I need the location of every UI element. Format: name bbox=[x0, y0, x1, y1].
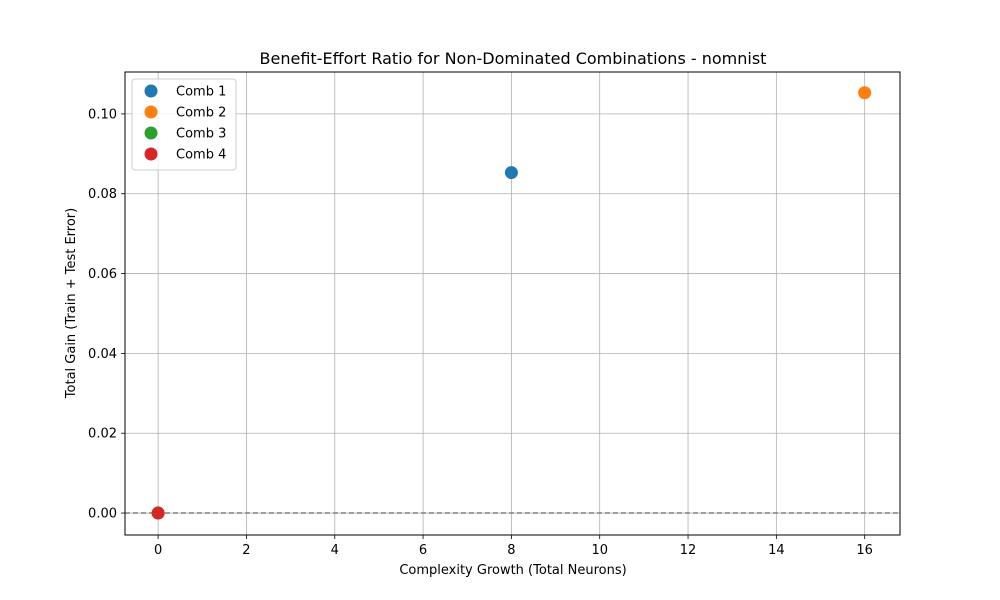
y-tick-label: 0.02 bbox=[88, 427, 117, 442]
x-tick-label: 4 bbox=[331, 543, 339, 558]
legend: Comb 1 Comb 2 Comb 3 Comb 4 bbox=[131, 78, 237, 171]
x-tick-label: 12 bbox=[680, 543, 697, 558]
chart-title: Benefit-Effort Ratio for Non-Dominated C… bbox=[260, 49, 767, 68]
x-tick-label: 16 bbox=[856, 543, 873, 558]
data-points bbox=[151, 86, 872, 520]
axis-ticks: 0 2 4 6 8 10 12 14 16 0.00 0.02 0.04 0.06 0.08 0.10 bbox=[88, 107, 873, 558]
grid-lines bbox=[125, 72, 900, 535]
data-point-comb-2 bbox=[858, 86, 872, 100]
legend-marker bbox=[144, 147, 158, 161]
y-tick-label: 0.10 bbox=[88, 107, 117, 122]
y-tick-label: 0.04 bbox=[88, 347, 117, 362]
x-tick-label: 10 bbox=[591, 543, 608, 558]
x-tick-label: 0 bbox=[154, 543, 162, 558]
legend-marker bbox=[144, 126, 158, 140]
legend-label: Comb 4 bbox=[176, 148, 226, 163]
legend-marker bbox=[144, 105, 158, 119]
plot-frame bbox=[124, 71, 901, 536]
legend-box bbox=[131, 78, 237, 171]
data-point-comb-4 bbox=[151, 506, 165, 520]
x-tick-label: 14 bbox=[768, 543, 785, 558]
data-point-comb-1 bbox=[504, 166, 518, 180]
y-axis-label: Total Gain (Train + Test Error) bbox=[64, 208, 79, 399]
legend-label: Comb 1 bbox=[176, 85, 226, 100]
legend-label: Comb 2 bbox=[176, 106, 226, 121]
x-tick-label: 8 bbox=[507, 543, 515, 558]
y-tick-label: 0.08 bbox=[88, 187, 117, 202]
legend-label: Comb 3 bbox=[176, 127, 226, 142]
y-tick-label: 0.00 bbox=[88, 507, 117, 522]
x-tick-label: 6 bbox=[419, 543, 427, 558]
legend-marker bbox=[144, 84, 158, 98]
x-axis-label: Complexity Growth (Total Neurons) bbox=[399, 563, 626, 578]
x-tick-label: 2 bbox=[242, 543, 250, 558]
y-tick-label: 0.06 bbox=[88, 267, 117, 282]
